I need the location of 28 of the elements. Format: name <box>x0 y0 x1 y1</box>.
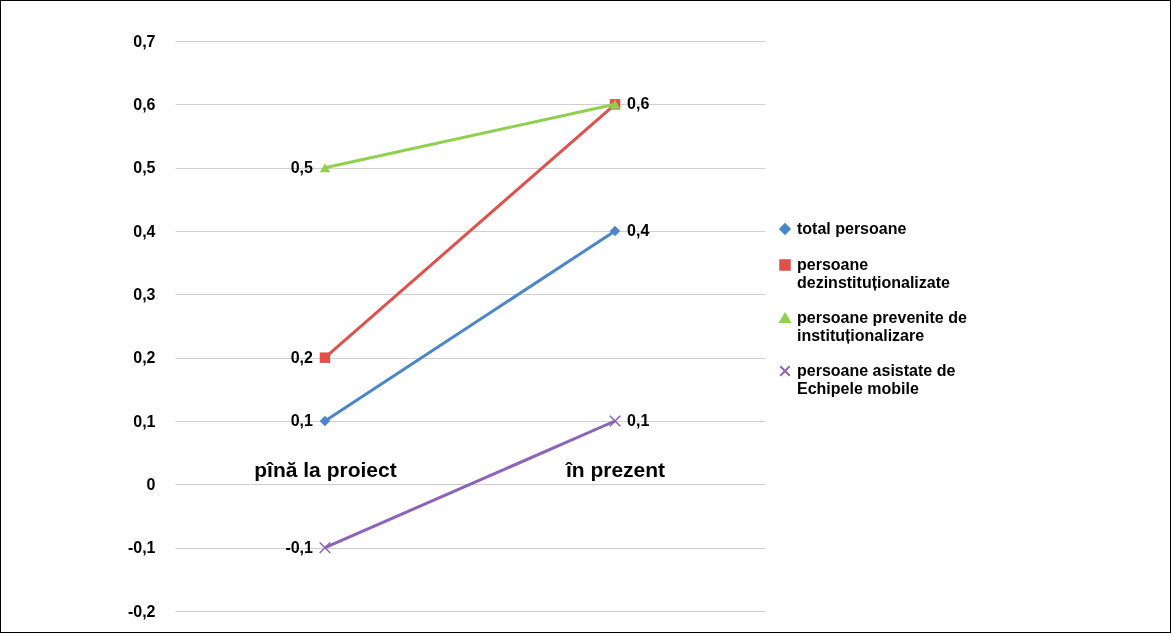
data-label: -0,1 <box>285 538 314 556</box>
y-tick-label: -0,2 <box>127 602 156 620</box>
y-tick-label: 0,1 <box>133 412 156 430</box>
legend-label: persoane prevenite de instituționalizare <box>797 309 967 344</box>
y-tick-label: 0 <box>146 475 156 493</box>
y-tick-label: 0,3 <box>133 285 156 303</box>
point <box>319 352 331 363</box>
y-tick-label: 0,2 <box>133 349 156 367</box>
data-label: 0,1 <box>290 412 314 429</box>
x-tick-label: pînă la proiect <box>254 457 397 481</box>
data-label: 0,5 <box>290 158 314 176</box>
y-tick-label: -0,1 <box>127 539 156 557</box>
x-tick-label: în prezent <box>564 457 666 481</box>
point <box>609 225 621 237</box>
data-label: 0,1 <box>627 412 650 429</box>
data-label: 0,4 <box>627 222 650 239</box>
point <box>319 415 331 427</box>
y-tick-label: 0,7 <box>133 32 156 50</box>
data-label: 0,2 <box>290 348 314 366</box>
legend-label: total persoane <box>797 220 907 237</box>
legend-label: persoane dezinstituționalizate <box>797 256 950 291</box>
y-tick-label: 0,4 <box>133 222 156 240</box>
data-label: 0,6 <box>627 95 650 113</box>
y-tick-label: 0,5 <box>133 159 156 177</box>
legend-label: persoane asistate de Echipele mobile <box>797 362 956 397</box>
y-tick-label: 0,6 <box>133 95 156 113</box>
point <box>609 415 622 427</box>
point <box>318 541 331 554</box>
